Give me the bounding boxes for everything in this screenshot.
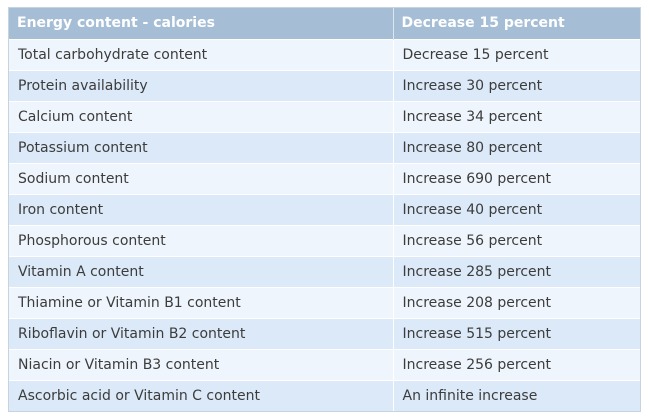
table-row: Calcium content Increase 34 percent (9, 100, 640, 132)
change-cell: Increase 256 percent (393, 348, 640, 380)
table-row: Phosphorous content Increase 56 percent (9, 224, 640, 256)
table-row: Riboflavin or Vitamin B2 content Increase… (9, 317, 640, 349)
nutrient-cell: Potassium content (9, 131, 394, 163)
nutrition-change-table: Energy content - calories Decrease 15 pe… (9, 8, 640, 411)
change-cell: Increase 285 percent (393, 255, 640, 287)
change-cell: Increase 515 percent (393, 317, 640, 349)
change-cell: Increase 30 percent (393, 69, 640, 101)
table-row: Potassium content Increase 80 percent (9, 131, 640, 163)
table-row: Total carbohydrate content Decrease 15 pe… (9, 38, 640, 70)
table-row: Vitamin A content Increase 285 percent (9, 255, 640, 287)
table-row: Thiamine or Vitamin B1 content Increase 2… (9, 286, 640, 318)
nutrient-cell: Sodium content (9, 162, 394, 194)
table-row: Iron content Increase 40 percent (9, 193, 640, 225)
table-body: Total carbohydrate content Decrease 15 pe… (9, 38, 640, 411)
nutrient-cell: Calcium content (9, 100, 394, 132)
change-cell: Decrease 15 percent (393, 38, 640, 70)
change-cell: Increase 56 percent (393, 224, 640, 256)
table-row: Niacin or Vitamin B3 content Increase 256… (9, 348, 640, 380)
change-cell: Increase 80 percent (393, 131, 640, 163)
nutrient-cell: Phosphorous content (9, 224, 394, 256)
change-cell: Increase 208 percent (393, 286, 640, 318)
change-cell: Increase 34 percent (393, 100, 640, 132)
change-cell: An infinite increase (393, 379, 640, 411)
nutrient-cell: Riboflavin or Vitamin B2 content (9, 317, 394, 349)
table-header-row: Energy content - calories Decrease 15 pe… (9, 8, 640, 39)
nutrition-change-table-container: Energy content - calories Decrease 15 pe… (8, 7, 641, 412)
nutrient-cell: Iron content (9, 193, 394, 225)
table-row: Sodium content Increase 690 percent (9, 162, 640, 194)
table-row: Ascorbic acid or Vitamin C content An inf… (9, 379, 640, 411)
nutrient-cell: Ascorbic acid or Vitamin C content (9, 379, 394, 411)
nutrient-cell: Protein availability (9, 69, 394, 101)
nutrient-cell: Niacin or Vitamin B3 content (9, 348, 394, 380)
nutrient-cell: Total carbohydrate content (9, 38, 394, 70)
change-cell: Increase 40 percent (393, 193, 640, 225)
table-row: Protein availability Increase 30 percent (9, 69, 640, 101)
header-cell-change: Decrease 15 percent (393, 8, 640, 39)
nutrient-cell: Thiamine or Vitamin B1 content (9, 286, 394, 318)
nutrient-cell: Vitamin A content (9, 255, 394, 287)
header-cell-nutrient: Energy content - calories (9, 8, 394, 39)
change-cell: Increase 690 percent (393, 162, 640, 194)
